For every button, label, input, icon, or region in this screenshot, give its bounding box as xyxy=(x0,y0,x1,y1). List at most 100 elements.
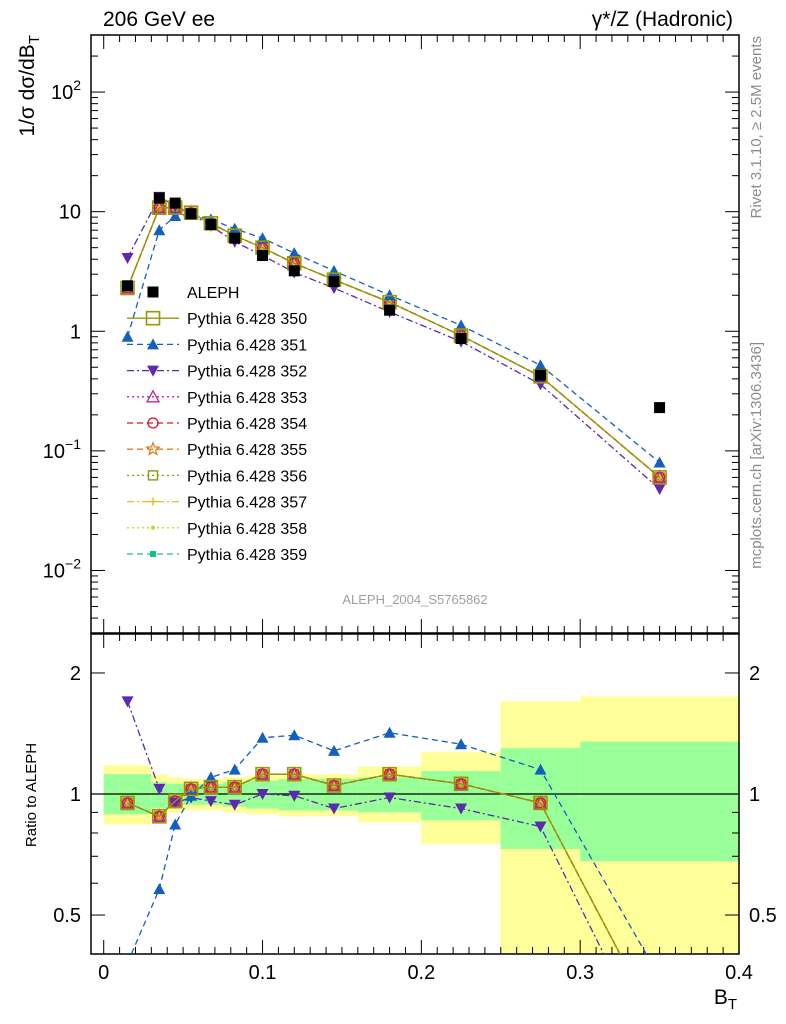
ratio-y-axis-label: Ratio to ALEPH xyxy=(23,743,40,847)
x-tick-label: 0 xyxy=(98,962,109,984)
ratio-point xyxy=(534,821,547,833)
ratio-point xyxy=(326,778,342,793)
legend-entry-3: Pythia 6.428 352 xyxy=(127,364,307,381)
legend-label: Pythia 6.428 351 xyxy=(187,337,307,354)
legend-label: Pythia 6.428 358 xyxy=(187,521,307,538)
ratio-y-tick-label: 0.5 xyxy=(53,905,81,927)
x-tick-label: 0.1 xyxy=(249,962,277,984)
ratio-point xyxy=(382,766,397,782)
ratio-point xyxy=(654,971,666,982)
ratio-y-tick-label: 1 xyxy=(70,784,81,806)
main-y-tick-label: 10−2 xyxy=(43,555,81,582)
legend-label: Pythia 6.428 350 xyxy=(187,311,307,328)
main-point xyxy=(534,369,546,381)
ratio-point xyxy=(167,793,183,809)
main-point xyxy=(185,208,197,220)
legend-label: Pythia 6.428 356 xyxy=(187,468,307,485)
ratio-point xyxy=(228,799,241,811)
main-point xyxy=(288,247,301,259)
main-y-tick-label: 10−1 xyxy=(43,436,81,463)
ratio-point xyxy=(151,809,167,824)
main-point xyxy=(228,222,241,234)
x-tick-label: 0.2 xyxy=(407,962,435,984)
main-point xyxy=(169,197,181,209)
main-panel-series xyxy=(119,191,668,495)
ratio-point xyxy=(183,781,199,797)
ratio-point xyxy=(204,796,217,808)
ratio-point xyxy=(534,763,547,775)
main-point xyxy=(153,224,166,236)
legend-marker xyxy=(145,440,161,456)
main-point xyxy=(229,232,241,244)
main-y-tick-label: 102 xyxy=(51,77,81,104)
rivet-label: Rivet 3.1.10, ≥ 2.5M events xyxy=(748,36,765,219)
main-y-tick-label: 1 xyxy=(70,321,81,343)
ratio-point xyxy=(153,783,166,795)
legend-entry-2: Pythia 6.428 351 xyxy=(127,337,307,354)
legend-marker xyxy=(147,365,159,377)
x-tick-label: 0.4 xyxy=(725,962,753,984)
ratio-point xyxy=(228,763,241,775)
main-point xyxy=(653,483,666,495)
ratio-point xyxy=(227,779,243,795)
main-point xyxy=(652,470,667,485)
ratio-point xyxy=(121,696,134,708)
ratio-point xyxy=(255,766,270,782)
legend-entry-7: Pythia 6.428 356 xyxy=(127,468,307,485)
main-point xyxy=(455,332,467,344)
ratio-point xyxy=(152,808,167,822)
legend-label: Pythia 6.428 359 xyxy=(187,547,307,564)
ratio-point xyxy=(455,738,468,750)
main-point xyxy=(328,264,340,276)
legend-label: Pythia 6.428 352 xyxy=(187,364,307,381)
legend-entry-8: Pythia 6.428 357 xyxy=(127,495,307,512)
ratio-point xyxy=(169,818,182,830)
main-point xyxy=(384,304,396,316)
main-panel-frame xyxy=(90,34,740,634)
legend-entry-4: Pythia 6.428 353 xyxy=(127,389,307,407)
ratio-point xyxy=(328,744,340,756)
band-inner-13 xyxy=(580,741,739,862)
ratio-point xyxy=(256,731,269,743)
legend-marker xyxy=(147,338,159,350)
ratio-point xyxy=(204,771,217,783)
ratio-series-1 xyxy=(122,726,666,982)
ratio-y-tick-label-right: 2 xyxy=(749,663,760,685)
ratio-panel-series xyxy=(119,696,666,982)
legend-entry-6: Pythia 6.428 355 xyxy=(127,440,307,459)
mcplots-label: mcplots.cern.ch [arXiv:1306.3436] xyxy=(748,342,765,569)
main-point xyxy=(205,219,217,231)
main-series-0 xyxy=(122,192,666,414)
legend-entry-10: Pythia 6.428 359 xyxy=(127,547,307,564)
ratio-point xyxy=(328,803,340,815)
legend-marker xyxy=(147,417,159,429)
main-point xyxy=(653,456,666,468)
band-inner-2 xyxy=(151,782,168,809)
main-point xyxy=(122,280,134,292)
ratio-point xyxy=(455,803,468,815)
legend-label: Pythia 6.428 355 xyxy=(187,442,307,459)
main-y-axis-label: 1/σ dσ/dBT xyxy=(16,35,43,137)
ratio-y-tick-label-right: 1 xyxy=(749,784,760,806)
main-point xyxy=(383,289,396,301)
ratio-point xyxy=(122,957,134,968)
main-point xyxy=(288,265,300,277)
legend-marker xyxy=(149,497,157,506)
x-tick-label: 0.3 xyxy=(566,962,594,984)
legend-entry-1: Pythia 6.428 350 xyxy=(127,310,307,328)
analysis-watermark: ALEPH_2004_S5765862 xyxy=(342,592,487,607)
ratio-point xyxy=(382,766,397,780)
main-point xyxy=(169,209,182,221)
main-point xyxy=(153,192,165,204)
ratio-series-0 xyxy=(120,766,621,954)
ratio-point xyxy=(533,795,548,811)
ratio-uncertainty-bands xyxy=(103,696,739,954)
main-y-tick-label: 10 xyxy=(59,202,81,224)
main-point xyxy=(654,402,666,414)
ratio-point xyxy=(120,795,135,811)
legend-marker xyxy=(150,551,156,557)
legend: ALEPH Pythia 6.428 350 Pythia 6.428 351 Pyt… xyxy=(127,285,307,564)
main-point xyxy=(257,250,269,262)
ratio-point xyxy=(120,795,135,809)
main-point xyxy=(121,252,134,264)
